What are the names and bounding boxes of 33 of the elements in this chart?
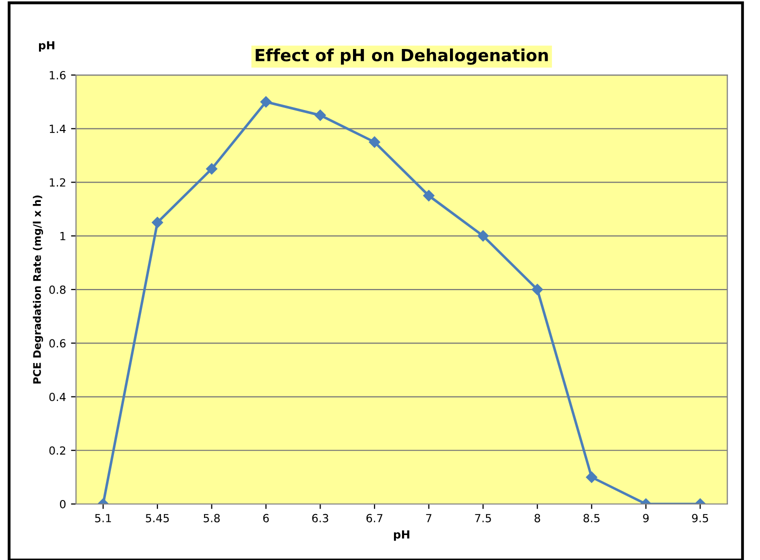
y-tick-label: 1.2 — [50, 178, 66, 186]
x-tick-label: 5.45 — [146, 514, 169, 522]
y-tick-label: 1 — [60, 232, 66, 240]
x-tick-label: 9 — [643, 514, 649, 522]
point — [532, 284, 543, 296]
point — [368, 136, 380, 148]
point — [206, 163, 218, 174]
y-tick-label: 0.8 — [49, 285, 66, 294]
x-tick-label: 6.7 — [366, 514, 382, 522]
x-tick-label: 6.3 — [312, 514, 328, 522]
x-tick-label: 6 — [263, 514, 269, 522]
y-tick-label: 0 — [60, 500, 66, 508]
x-tick-label: 7 — [426, 514, 432, 522]
text: pH — [39, 41, 54, 52]
y-tick-label: 1.4 — [50, 124, 66, 133]
x-tick-label: 5.8 — [204, 514, 220, 522]
x-tick-label: 5.1 — [95, 514, 111, 522]
x-axis-title: pH — [394, 530, 410, 541]
point — [314, 110, 326, 121]
point — [152, 216, 164, 228]
chart-title: Effect of pH on Dehalogenation — [256, 48, 548, 65]
x-tick-label: 8.5 — [584, 514, 600, 522]
y-axis-title: PCE Degradation Rate (mg/l x h) — [32, 195, 44, 384]
point — [477, 230, 489, 242]
y-tick-label: 0.4 — [49, 392, 66, 402]
y-tick-label: 0.6 — [49, 339, 66, 348]
point — [260, 96, 272, 108]
x-tick-label: 7.5 — [475, 514, 491, 522]
point — [423, 190, 434, 202]
x-tick-label: 9.5 — [692, 514, 708, 522]
y-tick-label: 1.6 — [50, 71, 66, 80]
y-tick-label: 0.2 — [49, 446, 66, 455]
x-tick-label: 8 — [534, 514, 540, 522]
